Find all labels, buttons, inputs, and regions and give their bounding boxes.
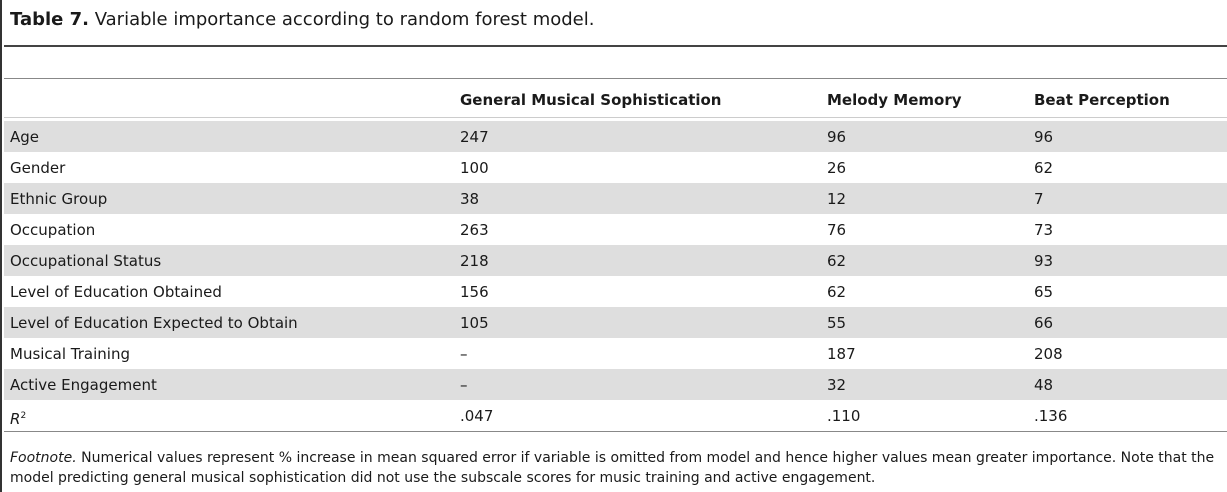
r-squared-label: R xyxy=(10,410,21,428)
row-mm-value: 62 xyxy=(827,252,847,270)
row-bp-value: 62 xyxy=(1034,159,1054,177)
row-gms-value: 247 xyxy=(460,128,489,146)
table-caption: Table 7. Variable importance according t… xyxy=(10,8,594,32)
row-variable: Level of Education Obtained xyxy=(10,283,222,301)
row-bp-value: 65 xyxy=(1034,283,1054,301)
header-beat-perception: Beat Perception xyxy=(1034,91,1170,109)
r-squared-superscript: 2 xyxy=(20,411,27,421)
row-variable: Active Engagement xyxy=(10,376,157,394)
table-row: Age 247 96 96 xyxy=(4,121,1227,152)
table-row: Occupation 263 76 73 xyxy=(4,214,1227,245)
row-bp-value: 73 xyxy=(1034,221,1054,239)
row-gms-value: 105 xyxy=(460,314,489,332)
header-top-rule xyxy=(4,78,1227,79)
row-bp-value: 208 xyxy=(1034,345,1063,363)
table-footnote: Footnote. Numerical values represent % i… xyxy=(10,448,1225,488)
table-row: Level of Education Expected to Obtain 10… xyxy=(4,307,1227,338)
caption-label: Table 7. xyxy=(10,9,89,30)
table-row: Active Engagement – 32 48 xyxy=(4,369,1227,400)
header-general-musical-sophistication: General Musical Sophistication xyxy=(460,91,722,109)
row-mm-value: 76 xyxy=(827,221,847,239)
row-variable: Gender xyxy=(10,159,66,177)
table-row: Gender 100 26 62 xyxy=(4,152,1227,183)
row-mm-value: 12 xyxy=(827,190,847,208)
header-separator xyxy=(4,117,1227,118)
table-row-r-squared: R2 .047 .110 .136 xyxy=(4,400,1227,431)
row-mm-value: 187 xyxy=(827,345,856,363)
table-row: Musical Training – 187 208 xyxy=(4,338,1227,369)
row-bp-value: 93 xyxy=(1034,252,1054,270)
header-melody-memory: Melody Memory xyxy=(827,91,962,109)
row-variable: Musical Training xyxy=(10,345,130,363)
footnote-label: Footnote. xyxy=(10,450,77,466)
row-gms-value: – xyxy=(460,376,468,394)
row-bp-value: 48 xyxy=(1034,376,1054,394)
table-body: Age 247 96 96 Gender 100 26 62 Ethnic Gr… xyxy=(4,121,1227,431)
row-gms-value: 218 xyxy=(460,252,489,270)
row-mm-value: 62 xyxy=(827,283,847,301)
caption-text: Variable importance according to random … xyxy=(89,9,595,30)
footnote-text: Numerical values represent % increase in… xyxy=(10,450,1215,486)
row-mm-value: .110 xyxy=(827,407,861,425)
row-gms-value: .047 xyxy=(460,407,494,425)
bottom-rule xyxy=(4,431,1227,432)
row-gms-value: – xyxy=(460,345,468,363)
row-variable: Level of Education Expected to Obtain xyxy=(10,314,298,332)
row-mm-value: 26 xyxy=(827,159,847,177)
row-bp-value: 96 xyxy=(1034,128,1054,146)
row-mm-value: 55 xyxy=(827,314,847,332)
row-bp-value: .136 xyxy=(1034,407,1068,425)
row-gms-value: 156 xyxy=(460,283,489,301)
row-gms-value: 263 xyxy=(460,221,489,239)
row-bp-value: 66 xyxy=(1034,314,1054,332)
row-gms-value: 38 xyxy=(460,190,480,208)
row-variable-r-squared: R2 xyxy=(10,406,26,429)
table-header-row: General Musical Sophistication Melody Me… xyxy=(4,86,1227,118)
row-variable: Occupation xyxy=(10,221,96,239)
row-mm-value: 96 xyxy=(827,128,847,146)
top-rule xyxy=(4,45,1227,47)
table-row: Ethnic Group 38 12 7 xyxy=(4,183,1227,214)
row-variable: Occupational Status xyxy=(10,252,162,270)
row-mm-value: 32 xyxy=(827,376,847,394)
table-row: Occupational Status 218 62 93 xyxy=(4,245,1227,276)
table-row: Level of Education Obtained 156 62 65 xyxy=(4,276,1227,307)
row-variable: Age xyxy=(10,128,40,146)
row-bp-value: 7 xyxy=(1034,190,1044,208)
row-gms-value: 100 xyxy=(460,159,489,177)
row-variable: Ethnic Group xyxy=(10,190,108,208)
